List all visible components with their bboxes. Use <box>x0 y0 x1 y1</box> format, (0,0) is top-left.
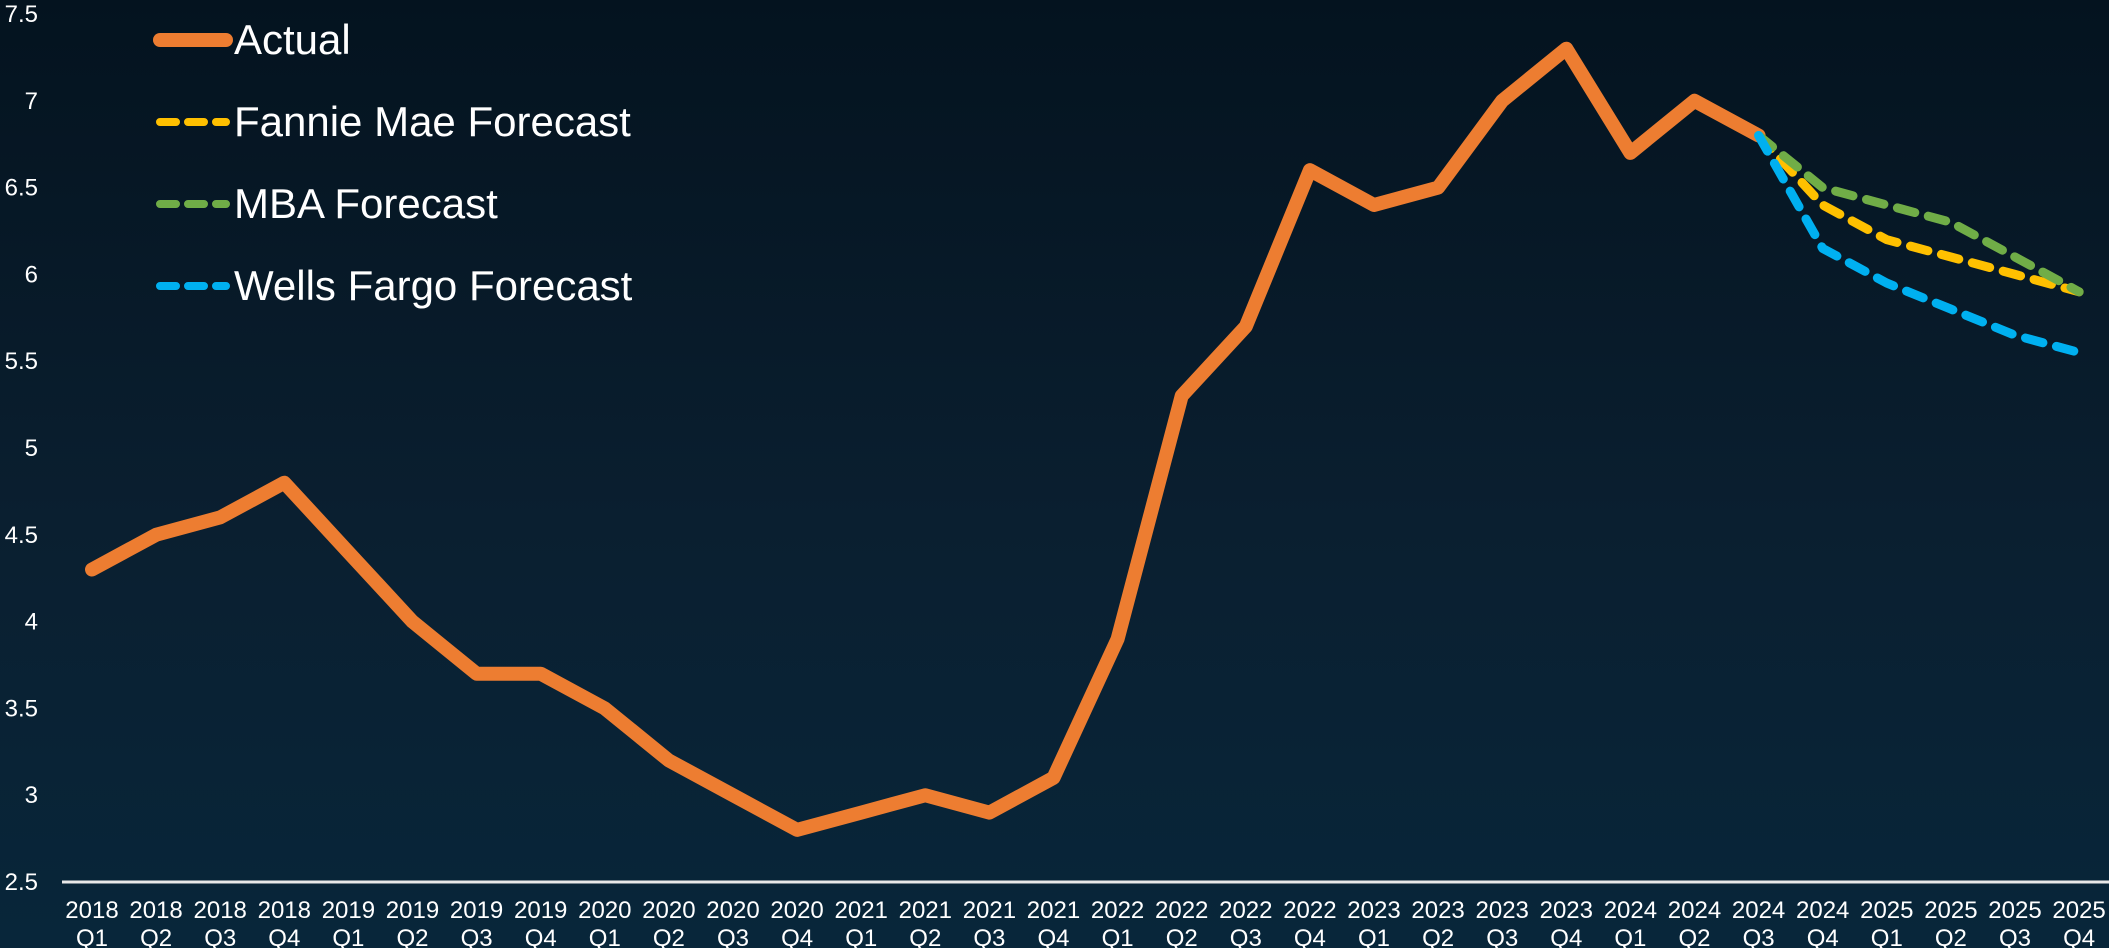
x-tick-label: 2023 Q1 <box>1347 897 1400 948</box>
actual-line <box>85 41 1766 837</box>
x-tick-label: 2024 Q1 <box>1604 897 1657 948</box>
x-tick-label: 2019 Q4 <box>514 897 567 948</box>
x-tick-label: 2022 Q4 <box>1283 897 1336 948</box>
x-tick-label: 2019 Q3 <box>450 897 503 948</box>
legend-label-mba-forecast: MBA Forecast <box>234 180 498 227</box>
y-tick-label: 5 <box>25 435 38 462</box>
x-tick-label: 2025 Q4 <box>2052 897 2105 948</box>
x-tick-label: 2024 Q3 <box>1732 897 1785 948</box>
x-tick-label: 2023 Q2 <box>1411 897 1464 948</box>
x-tick-label: 2019 Q2 <box>386 897 439 948</box>
x-tick-label: 2023 Q4 <box>1540 897 1593 948</box>
x-tick-label: 2020 Q1 <box>578 897 631 948</box>
x-tick-label: 2018 Q2 <box>129 897 182 948</box>
x-tick-label: 2021 Q1 <box>835 897 888 948</box>
legend-label-fannie-mae-forecast: Fannie Mae Forecast <box>234 98 631 145</box>
y-tick-label: 6.5 <box>5 175 38 202</box>
series-layer <box>85 41 2084 837</box>
x-tick-label: 2024 Q4 <box>1796 897 1849 948</box>
y-axis: 2.5 3 3.5 4 4.5 5 5.5 6 6.5 7 7.5 <box>5 1 38 896</box>
x-tick-label: 2022 Q1 <box>1091 897 1144 948</box>
mba-forecast-line <box>1754 131 2084 297</box>
x-tick-label: 2021 Q3 <box>963 897 1016 948</box>
x-tick-label: 2020 Q4 <box>770 897 823 948</box>
x-tick-label: 2021 Q2 <box>899 897 952 948</box>
x-tick-label: 2018 Q1 <box>65 897 118 948</box>
y-tick-label: 4 <box>25 609 38 636</box>
x-tick-label: 2024 Q2 <box>1668 897 1721 948</box>
wells-fargo-forecast-line <box>1754 131 2084 357</box>
x-tick-label: 2020 Q2 <box>642 897 695 948</box>
x-tick-label: 2021 Q4 <box>1027 897 1080 948</box>
y-tick-label: 7 <box>25 88 38 115</box>
y-tick-label: 4.5 <box>5 522 38 549</box>
y-tick-label: 6 <box>25 261 38 288</box>
x-tick-label: 2023 Q3 <box>1476 897 1529 948</box>
legend-label-wells-fargo-forecast: Wells Fargo Forecast <box>234 262 633 309</box>
x-tick-label: 2022 Q2 <box>1155 897 1208 948</box>
y-tick-label: 7.5 <box>5 1 38 28</box>
y-tick-label: 5.5 <box>5 348 38 375</box>
fannie-mae-forecast-line <box>1754 131 2084 297</box>
legend: Actual Fannie Mae Forecast MBA Forecast Wel… <box>153 16 633 309</box>
y-tick-label: 3.5 <box>5 695 38 722</box>
x-tick-label: 2025 Q2 <box>1924 897 1977 948</box>
x-tick-label: 2019 Q1 <box>322 897 375 948</box>
x-tick-label: 2020 Q3 <box>706 897 759 948</box>
x-tick-label: 2018 Q4 <box>258 897 311 948</box>
legend-label-actual: Actual <box>234 16 351 63</box>
x-tick-label: 2025 Q1 <box>1860 897 1913 948</box>
x-tick-label: 2018 Q3 <box>194 897 247 948</box>
x-tick-label: 2022 Q3 <box>1219 897 1272 948</box>
x-tick-label: 2025 Q3 <box>1988 897 2041 948</box>
y-tick-label: 3 <box>25 782 38 809</box>
y-tick-label: 2.5 <box>5 869 38 896</box>
